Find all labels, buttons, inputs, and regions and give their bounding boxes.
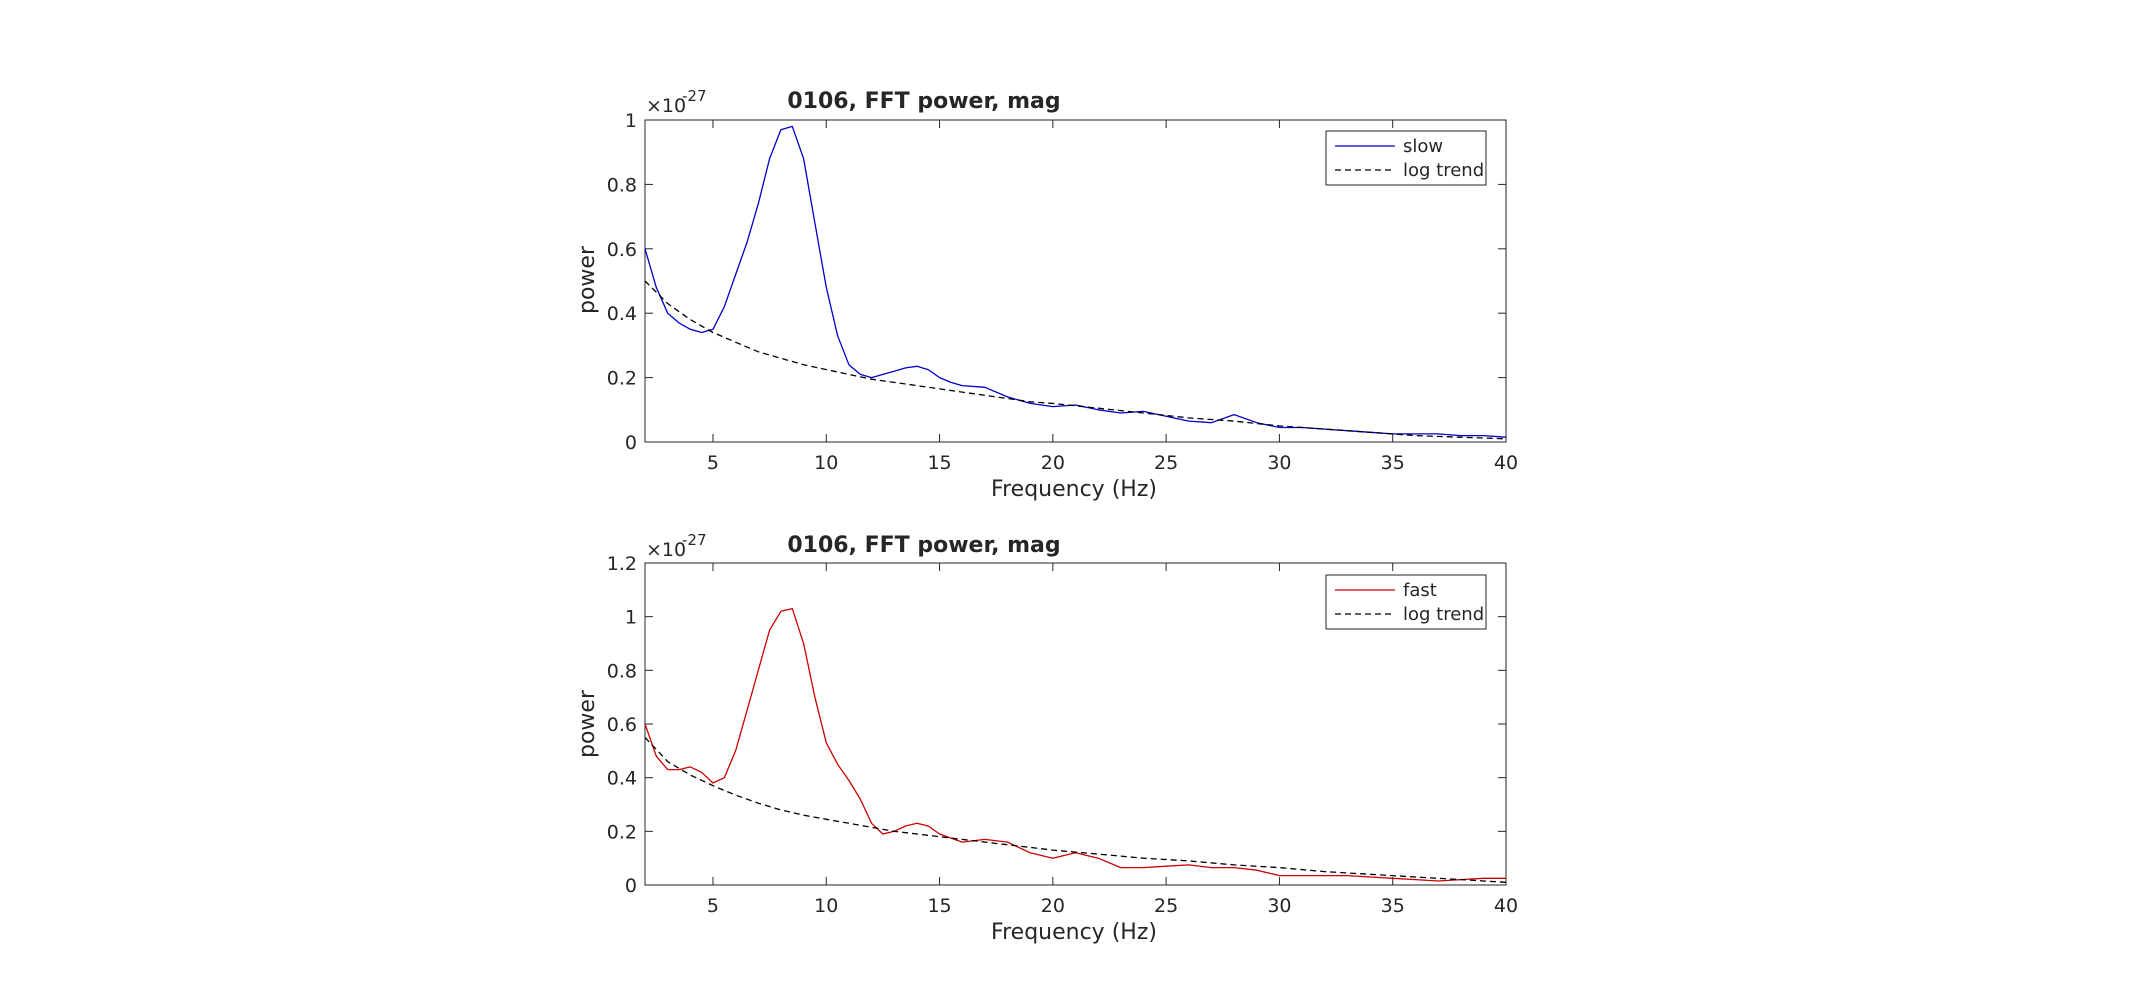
y-tick-label: 0.4 xyxy=(607,303,637,325)
chart-top-xlabel: Frequency (Hz) xyxy=(991,477,1157,502)
x-tick-label: 10 xyxy=(814,452,838,474)
y-tick-label: 0.2 xyxy=(607,821,637,843)
x-tick-label: 25 xyxy=(1154,895,1178,917)
series-line-fast xyxy=(644,607,1506,882)
x-tick-label: 30 xyxy=(1267,895,1291,917)
y-tick-label: 0.6 xyxy=(607,714,637,736)
legend-label-log-trend: log trend xyxy=(1403,160,1484,181)
x-tick-label: 30 xyxy=(1267,452,1291,474)
legend-label-fast: fast xyxy=(1403,580,1437,601)
y-tick-label: 0 xyxy=(625,875,637,897)
chart-bottom-legend: fast log trend xyxy=(1325,574,1487,630)
x-tick-label: 35 xyxy=(1381,452,1405,474)
x-tick-label: 15 xyxy=(927,452,951,474)
x-tick-label: 5 xyxy=(707,452,719,474)
y-tick-label: 1.2 xyxy=(607,553,637,575)
y-tick-label: 1 xyxy=(625,110,637,132)
x-tick-label: 20 xyxy=(1041,895,1065,917)
chart-top-ylabel: power xyxy=(575,245,600,314)
chart-bottom: 0106, FFT power, mag Frequency (Hz) powe… xyxy=(575,531,1518,945)
x-tick-label: 35 xyxy=(1381,895,1405,917)
chart-bottom-y-exponent-base: ×10 xyxy=(646,539,686,561)
chart-bottom-xlabel: Frequency (Hz) xyxy=(991,920,1157,945)
chart-top-y-exponent: -27 xyxy=(682,87,707,105)
chart-bottom-title: 0106, FFT power, mag xyxy=(787,533,1060,558)
chart-bottom-y-exponent: -27 xyxy=(682,531,707,549)
x-tick-label: 15 xyxy=(927,895,951,917)
x-tick-label: 25 xyxy=(1154,452,1178,474)
legend-label-log-trend: log trend xyxy=(1403,604,1484,625)
chart-top: 0106, FFT power, mag Frequency (Hz) powe… xyxy=(575,87,1518,502)
y-tick-label: 0.8 xyxy=(607,660,637,682)
y-tick-label: 0.8 xyxy=(607,174,637,196)
x-tick-label: 20 xyxy=(1041,452,1065,474)
x-tick-label: 40 xyxy=(1494,452,1518,474)
series-line-log-trend xyxy=(644,736,1507,883)
legend-label-slow: slow xyxy=(1403,136,1443,157)
series-line-log-trend xyxy=(644,280,1507,440)
y-tick-label: 0.2 xyxy=(607,368,637,390)
chart-bottom-ylabel: power xyxy=(575,689,600,758)
y-tick-label: 0.6 xyxy=(607,239,637,261)
chart-top-title: 0106, FFT power, mag xyxy=(787,89,1060,114)
y-tick-label: 1 xyxy=(625,607,637,629)
x-tick-label: 5 xyxy=(707,895,719,917)
legend-box xyxy=(1325,574,1487,630)
y-tick-label: 0 xyxy=(625,432,637,454)
chart-top-legend: slow log trend xyxy=(1325,130,1487,186)
x-tick-label: 10 xyxy=(814,895,838,917)
legend-box xyxy=(1325,130,1487,186)
chart-top-y-exponent-base: ×10 xyxy=(646,95,686,117)
y-tick-label: 0.4 xyxy=(607,768,637,790)
x-tick-label: 40 xyxy=(1494,895,1518,917)
